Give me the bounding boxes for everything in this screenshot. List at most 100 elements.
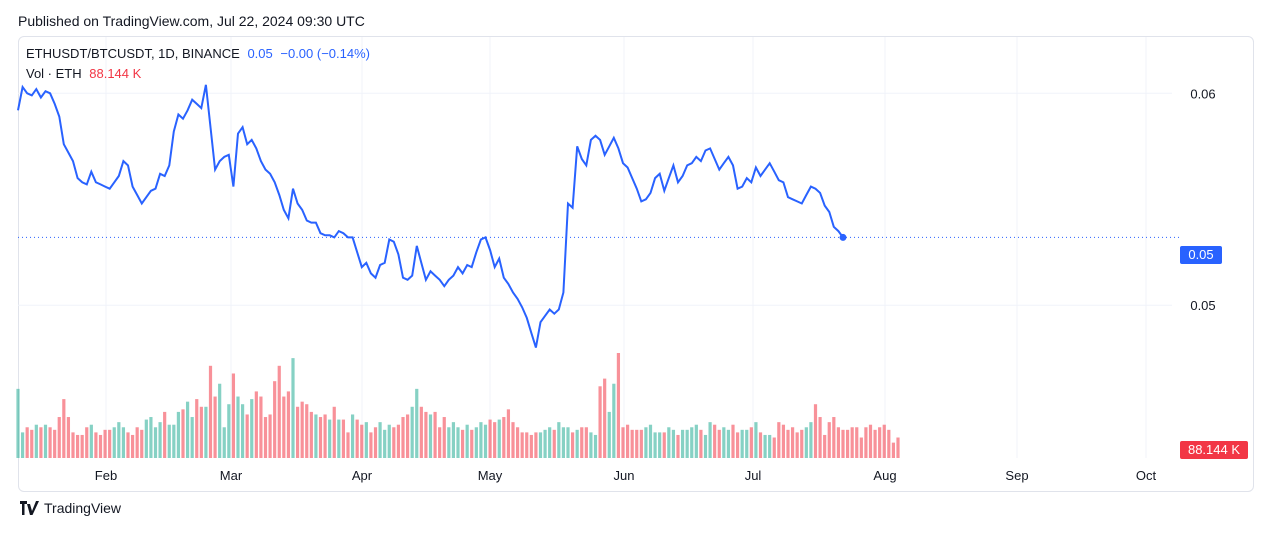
- volume-bar: [584, 427, 588, 458]
- volume-bar: [543, 429, 547, 458]
- volume-bar: [268, 414, 272, 458]
- volume-bar: [236, 396, 240, 458]
- volume-bar: [635, 429, 639, 458]
- volume-bar: [868, 424, 873, 458]
- volume-bar: [813, 404, 818, 458]
- volume-bar: [740, 429, 744, 458]
- volume-bar: [621, 427, 625, 458]
- volume-bar: [823, 434, 827, 458]
- chart-legend: ETHUSDT/BTCUSDT, 1D, BINANCE 0.05 −0.00 …: [26, 44, 374, 84]
- volume-bar: [593, 434, 598, 458]
- volume-bar: [282, 396, 286, 458]
- volume-bar: [465, 424, 469, 458]
- volume-bar: [250, 399, 254, 458]
- volume-bar: [859, 437, 863, 458]
- volume-bar: [53, 429, 57, 458]
- x-tick-may: May: [478, 468, 503, 483]
- volume-bar: [566, 427, 570, 458]
- volume-bar: [25, 427, 29, 458]
- published-caption: Published on TradingView.com, Jul 22, 20…: [18, 13, 365, 29]
- volume-bar: [795, 432, 799, 458]
- volume-bar: [745, 429, 749, 458]
- volume-bar: [488, 419, 492, 458]
- volume-bar: [502, 417, 506, 458]
- volume-label[interactable]: Vol · ETH: [26, 66, 82, 81]
- volume-value: 88.144 K: [89, 66, 142, 81]
- volume-bar: [589, 432, 593, 458]
- volume-bar: [424, 411, 428, 458]
- volume-bar: [671, 429, 676, 458]
- volume-bar: [190, 417, 194, 458]
- volume-bar: [172, 424, 176, 458]
- volume-bar: [34, 424, 38, 458]
- volume-bar: [758, 432, 763, 458]
- volume-bar: [89, 424, 93, 458]
- volume-bar: [346, 432, 350, 458]
- volume-bar: [428, 414, 433, 458]
- volume-bar: [662, 432, 666, 458]
- volume-bar: [561, 427, 566, 458]
- volume-bar: [112, 427, 116, 458]
- price-tag-label: 0.05: [1188, 247, 1213, 262]
- volume-bar: [658, 432, 662, 458]
- volume-bar: [470, 429, 474, 458]
- volume-bar: [768, 434, 772, 458]
- legend-row-price: ETHUSDT/BTCUSDT, 1D, BINANCE 0.05 −0.00 …: [26, 44, 374, 64]
- volume-bar: [511, 422, 515, 458]
- symbol-label[interactable]: ETHUSDT/BTCUSDT, 1D, BINANCE: [26, 46, 240, 61]
- volume-bar: [126, 432, 130, 458]
- volume-bar: [213, 396, 217, 458]
- volume-bar: [259, 396, 263, 458]
- volume-bar: [39, 427, 43, 458]
- volume-bar: [873, 429, 877, 458]
- volume-bar: [286, 391, 291, 458]
- volume-bar: [442, 417, 446, 458]
- volume-bar: [254, 391, 258, 458]
- volume-bar: [887, 429, 891, 458]
- volume-bar: [355, 419, 359, 458]
- volume-bar: [786, 429, 790, 458]
- volume-bar: [43, 424, 48, 458]
- volume-bar: [882, 424, 886, 458]
- volume-bar: [176, 411, 181, 458]
- volume-bar: [841, 429, 845, 458]
- volume-bar: [644, 427, 648, 458]
- volume-bar: [167, 424, 171, 458]
- volume-bar: [557, 422, 561, 458]
- volume-bar: [667, 427, 671, 458]
- volume-bar: [777, 422, 781, 458]
- volume-bar: [30, 429, 34, 458]
- volume-bar: [804, 427, 808, 458]
- volume-bar: [580, 427, 584, 458]
- volume-bar: [864, 427, 868, 458]
- volume-bar: [401, 417, 405, 458]
- volume-bar: [506, 409, 511, 458]
- volume-bar: [144, 419, 148, 458]
- price-change: −0.00 (−0.14%): [280, 46, 370, 61]
- volume-bar: [451, 422, 456, 458]
- footer-brand[interactable]: TradingView: [18, 500, 121, 516]
- volume-bar: [460, 429, 465, 458]
- x-tick-mar: Mar: [220, 468, 243, 483]
- volume-bar: [653, 432, 657, 458]
- volume-bar: [16, 388, 20, 458]
- volume-bar: [66, 417, 71, 458]
- x-tick-apr: Apr: [352, 468, 373, 483]
- volume-bar: [396, 424, 401, 458]
- legend-row-volume: Vol · ETH 88.144 K: [26, 64, 374, 84]
- volume-bar: [57, 417, 61, 458]
- volume-bar: [62, 399, 66, 458]
- volume-bar: [598, 386, 602, 458]
- volume-bar: [108, 429, 112, 458]
- volume-bar: [149, 417, 153, 458]
- volume-bar: [694, 424, 698, 458]
- volume-bar: [438, 427, 442, 458]
- volume-bar: [185, 401, 190, 458]
- volume-bar: [199, 406, 203, 458]
- volume-bar: [685, 429, 689, 458]
- volume-bar: [163, 411, 167, 458]
- price-value: 0.05: [247, 46, 273, 61]
- volume-bar: [456, 427, 460, 458]
- volume-bar: [612, 383, 616, 458]
